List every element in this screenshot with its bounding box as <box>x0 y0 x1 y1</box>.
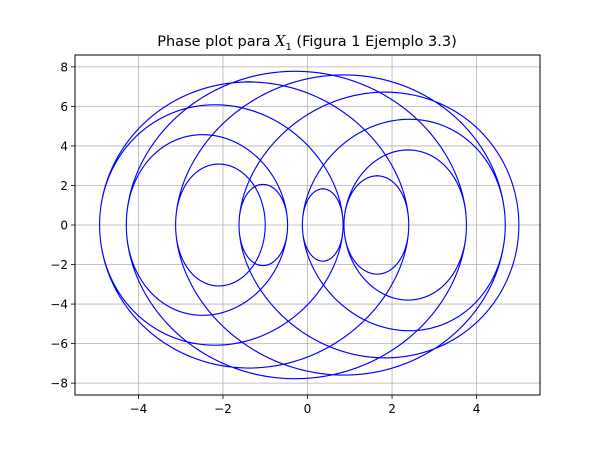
y-tick-label: 8 <box>60 60 68 74</box>
plot-area <box>99 70 520 380</box>
y-tick-label: 6 <box>60 100 68 114</box>
chart-title-variable: X <box>274 34 286 50</box>
y-tick-label: −6 <box>50 337 68 351</box>
x-tick-label: 0 <box>304 402 312 416</box>
y-tick-label: −8 <box>50 377 68 391</box>
y-tick-label: 4 <box>60 139 68 153</box>
x-tick-label: 2 <box>388 402 396 416</box>
axes-frame <box>74 54 541 396</box>
chart-title: Phase plot para X1 (Figura 1 Ejemplo 3.3… <box>157 34 457 53</box>
x-tick-label: 4 <box>473 402 481 416</box>
y-tick-label: 2 <box>60 179 68 193</box>
y-tick-label: −4 <box>50 298 68 312</box>
chart-title-suffix: (Figura 1 Ejemplo 3.3) <box>292 34 457 50</box>
axis-ticks: −4 −2 0 2 4 −8 −6 −4 −2 0 2 4 6 8 <box>50 60 480 416</box>
x-tick-label: −4 <box>130 402 148 416</box>
phase-trajectory-line <box>99 70 520 380</box>
chart-title-variable-subscript: 1 <box>285 42 291 53</box>
chart-title-prefix: Phase plot para <box>157 34 275 50</box>
y-tick-label: −2 <box>50 258 68 272</box>
grid <box>75 55 540 395</box>
x-tick-label: −2 <box>214 402 232 416</box>
y-tick-label: 0 <box>60 219 68 233</box>
